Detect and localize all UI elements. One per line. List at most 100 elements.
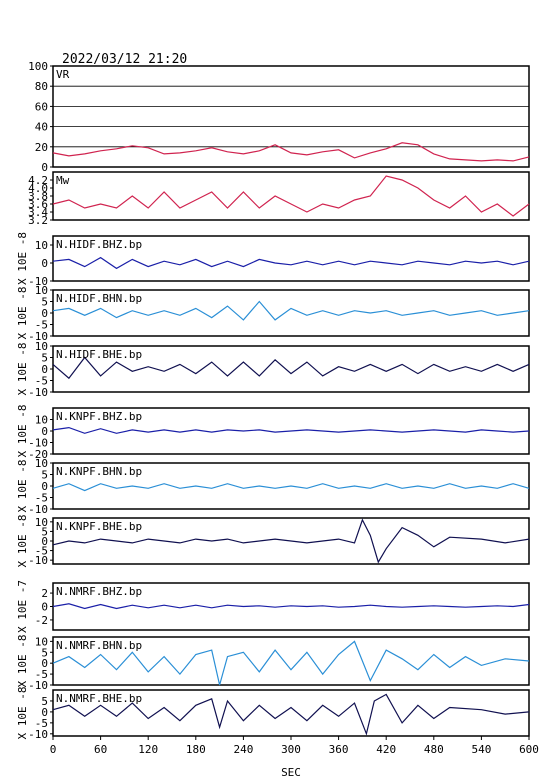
series-line [52,300,530,321]
panel-1: 4.24.03.83.63.43.2 Mw [28,171,530,227]
series-line [52,603,530,610]
y-tick-label: 20 [35,141,48,154]
panel-frame [52,235,530,282]
y-tick-label: -10 [28,330,48,343]
y-tick-label: 40 [35,121,48,134]
y-tick-label: 2 [41,587,48,600]
panel-0: 0 20 40 60 80 100 VR [28,60,530,174]
y-tick-label: 80 [35,80,48,93]
figure-title: 2022/03/12 21:20 [62,52,187,67]
x-tick-label: 0 [50,743,57,756]
y-tick-label: -20 [28,448,48,461]
panel-2: 10 0 -10 N.HIDF.BHZ.bp X 10E -8 [16,232,530,288]
y-tick-label: -5 [35,668,48,681]
y-tick-label: 10 [35,516,48,529]
x-tick-label: 600 [519,743,539,756]
y-tick-label: -10 [28,554,48,567]
series-line [52,483,530,492]
panel-frame [52,65,530,168]
panel-8: 20-2 N.NMRF.BHZ.bp X 10E -7 [16,580,530,633]
y-axis-label: X 10E -8 [16,287,29,340]
x-tick-label: 480 [424,743,444,756]
y-tick-label: 5 [41,646,48,659]
x-tick-label: 60 [94,743,107,756]
y-tick-label: 10 [35,414,48,427]
y-tick-label: -10 [28,728,48,741]
y-axis-label: X 10E -8 [16,405,29,458]
y-tick-label: 5 [41,469,48,482]
panel-title: VR [56,68,70,81]
y-axis-label: X 10E -8 [16,635,29,688]
y-axis-label: X 10E -8 [16,515,29,568]
y-tick-label: 5 [41,695,48,708]
panel-title: N.HIDF.BHN.bp [56,292,142,305]
y-tick-label: 0 [41,601,48,614]
y-tick-label: -5 [35,545,48,558]
x-tick-label: 120 [138,743,158,756]
y-tick-label: 3.4 [28,206,48,219]
y-tick-label: -2 [35,614,48,627]
panel-5: 100-10-20 N.KNPF.BHZ.bp X 10E -8 [16,405,530,461]
y-tick-label: 0 [41,657,48,670]
panel-title: N.NMRF.BHE.bp [56,692,142,705]
series-line [52,175,530,217]
panel-title: N.KNPF.BHE.bp [56,520,142,533]
panel-title: N.NMRF.BHN.bp [56,639,142,652]
panel-title: N.HIDF.BHE.bp [56,348,142,361]
y-tick-label: 10 [35,457,48,470]
y-tick-label: 60 [35,100,48,113]
series-line [52,518,530,564]
panel-frame [52,171,530,221]
y-tick-label: 0 [41,425,48,438]
y-tick-label: 3.8 [28,190,48,203]
y-tick-label: 3.2 [28,214,48,227]
series-line [52,640,530,686]
panel-title: N.KNPF.BHN.bp [56,465,142,478]
y-tick-label: 4.0 [28,182,48,195]
y-axis-label: X 10E -8 [16,687,29,740]
y-tick-label: -10 [28,679,48,692]
y-tick-label: -5 [35,319,48,332]
series-line [52,256,530,270]
panel-title: N.NMRF.BHZ.bp [56,585,142,598]
x-tick-label: 540 [471,743,491,756]
x-tick-label: 300 [281,743,301,756]
series-line [52,426,530,434]
y-tick-label: -10 [28,437,48,450]
y-axis-label: X 10E -7 [16,580,29,633]
panel-title: Mw [56,174,70,187]
y-tick-label: 10 [35,239,48,252]
y-tick-label: 0 [41,706,48,719]
y-axis-label: X 10E -8 [16,232,29,285]
y-tick-label: 100 [28,60,48,73]
series-line [52,356,530,380]
panel-title: N.HIDF.BHZ.bp [56,238,142,251]
panel-10: 50-5-10 N.NMRF.BHE.bp X 10E -8 [16,687,530,741]
y-tick-label: 5 [41,352,48,365]
y-axis-label: X 10E -8 [16,343,29,396]
y-tick-label: 10 [35,284,48,297]
y-tick-label: 0 [41,535,48,548]
y-tick-label: 0 [41,257,48,270]
y-tick-label: -10 [28,386,48,399]
y-tick-label: -10 [28,275,48,288]
y-axis-label: X 10E -8 [16,460,29,513]
y-tick-label: -10 [28,503,48,516]
x-tick-label: 180 [186,743,206,756]
series-line [52,693,530,736]
x-tick-label: 420 [376,743,396,756]
panels: 020406080100VR4.24.03.83.63.43.2Mw100-10… [16,60,530,741]
y-tick-label: 0 [41,480,48,493]
y-tick-label: 5 [41,296,48,309]
y-tick-label: 5 [41,525,48,538]
x-axis-label: SEC [281,766,301,779]
x-tick-label: 240 [233,743,253,756]
y-tick-label: 0 [41,161,48,174]
x-axis: 0 60 120 180 240 300 360 420 480 540 600 [50,736,539,756]
